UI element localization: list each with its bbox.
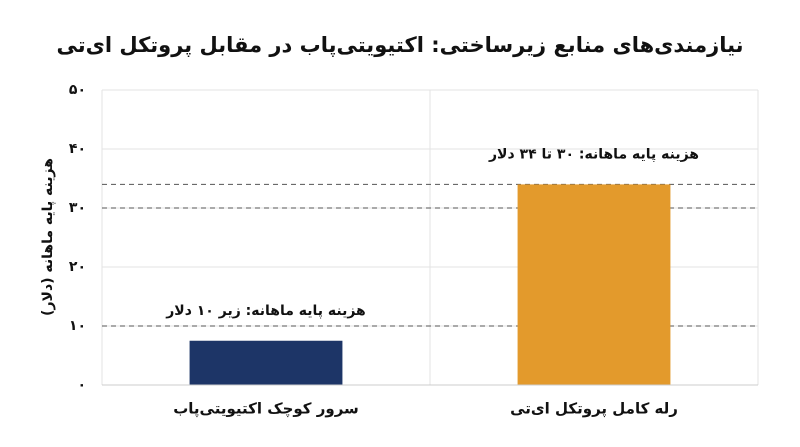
y-tick-label: ۳۰ bbox=[69, 200, 86, 216]
bar bbox=[189, 340, 343, 385]
y-tick-label: ۱۰ bbox=[69, 318, 86, 334]
x-tick-label: رله کامل پروتکل ای‌تی bbox=[510, 400, 678, 419]
y-tick-label: ۴۰ bbox=[69, 141, 86, 157]
y-tick-label: ۰ bbox=[77, 377, 86, 393]
annotation: هزینه پایه ماهانه: ۳۰ تا ۳۴ دلار bbox=[488, 146, 699, 162]
y-axis-label: هزینه پایه ماهانه (دلار) bbox=[40, 158, 56, 316]
y-tick-label: ۵۰ bbox=[69, 82, 86, 98]
annotation: هزینه پایه ماهانه: زیر ۱۰ دلار bbox=[165, 303, 366, 319]
x-tick-label: سرور کوچک اکتیویتی‌پاب bbox=[173, 400, 359, 419]
chart-title: نیازمندی‌های منابع زیرساختی: اکتیویتی‌پا… bbox=[56, 33, 743, 57]
y-tick-label: ۲۰ bbox=[69, 259, 86, 275]
bar bbox=[517, 184, 671, 385]
